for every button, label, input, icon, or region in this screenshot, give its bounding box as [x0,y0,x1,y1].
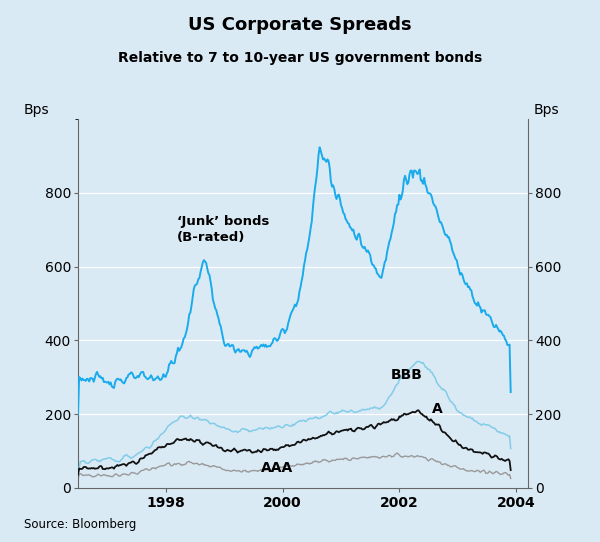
Text: ‘Junk’ bonds
(B-rated): ‘Junk’ bonds (B-rated) [178,215,270,244]
Text: Bps: Bps [534,102,560,117]
Text: Source: Bloomberg: Source: Bloomberg [24,518,136,531]
Text: A: A [431,402,442,416]
Text: Bps: Bps [24,102,50,117]
Text: BBB: BBB [391,369,422,383]
Text: Relative to 7 to 10-year US government bonds: Relative to 7 to 10-year US government b… [118,51,482,66]
Text: AAA: AAA [260,461,293,475]
Text: US Corporate Spreads: US Corporate Spreads [188,16,412,34]
